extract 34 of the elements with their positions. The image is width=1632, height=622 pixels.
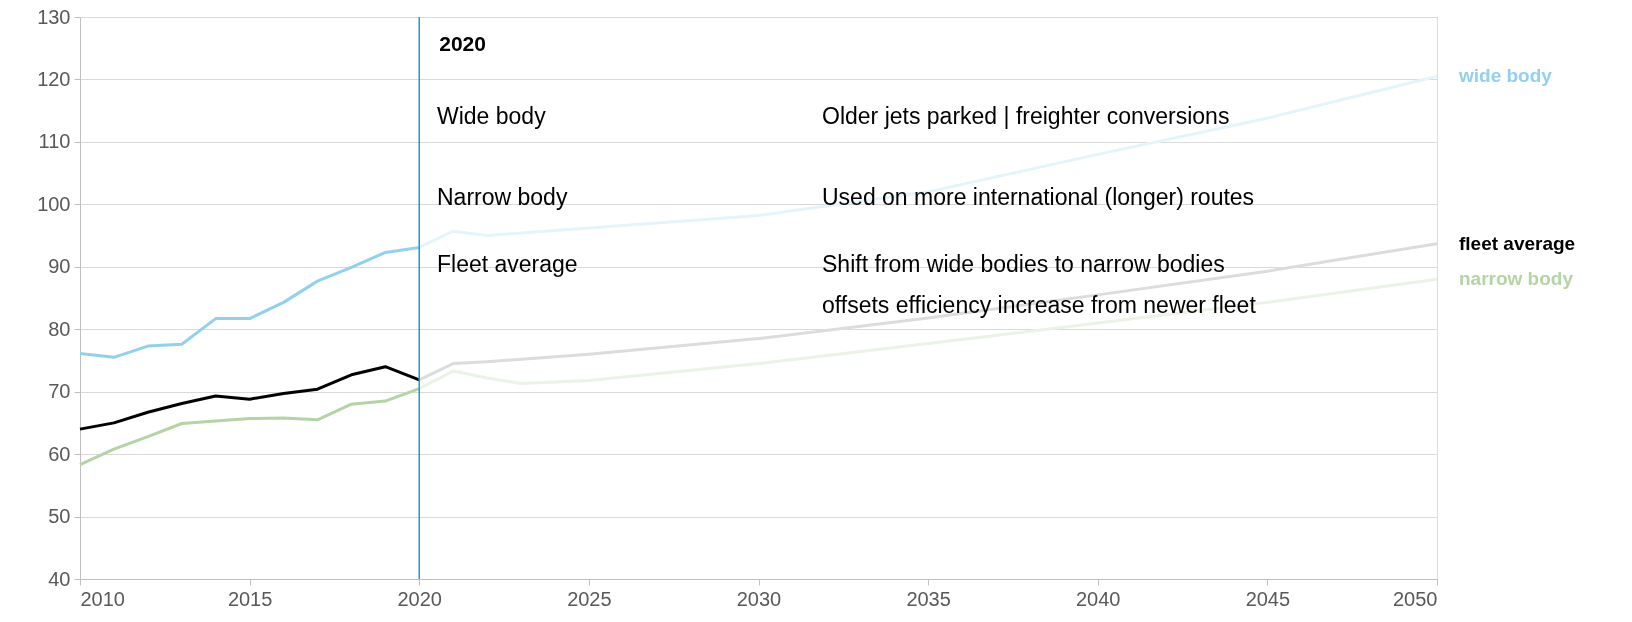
annotation: Wide body: [437, 103, 547, 129]
line-series: [78, 245, 421, 359]
text: fleet average: [1459, 232, 1576, 254]
x-tick-label: 2010: [80, 587, 125, 610]
annotation: Older jets parked | freighter conversions: [822, 103, 1230, 129]
x-tick-label: 2030: [736, 587, 782, 610]
annotation: Used on more international (longer) routes: [822, 184, 1255, 210]
ref-line-label: 2020: [439, 32, 486, 55]
y-tick-label: 60: [48, 442, 71, 465]
line-series: [78, 365, 421, 431]
y-tick-label: 90: [48, 255, 71, 278]
x-tick-label: 2045: [1245, 587, 1291, 610]
x-tick-label: 2050: [1393, 587, 1438, 610]
y-tick-label: 130: [37, 5, 71, 28]
y-tick-label: 80: [48, 317, 71, 340]
text: wide body: [1458, 65, 1553, 87]
x-tick-label: 2020: [397, 587, 442, 610]
line-series: [78, 387, 421, 467]
y-tick-label: 100: [37, 192, 71, 215]
line-series: [417, 277, 1439, 391]
y-tick-label: 40: [48, 567, 71, 590]
annotation: Shift from wide bodies to narrow bodies offsets efficiency increase from newer fleet: [822, 251, 1257, 318]
annotation: Fleet average: [437, 251, 578, 277]
annotation: Narrow body: [437, 184, 568, 210]
y-tick-label: 70: [48, 380, 71, 403]
x-tick-label: 2035: [906, 587, 951, 610]
text: narrow body: [1459, 268, 1574, 290]
y-tick-label: 120: [37, 67, 71, 90]
x-tick-label: 2015: [227, 587, 273, 610]
y-tick-label: 50: [48, 505, 71, 528]
line-series: [417, 74, 1439, 249]
y-tick-label: 110: [38, 130, 71, 153]
x-tick-label: 2040: [1076, 587, 1121, 610]
x-tick-label: 2025: [567, 587, 612, 610]
